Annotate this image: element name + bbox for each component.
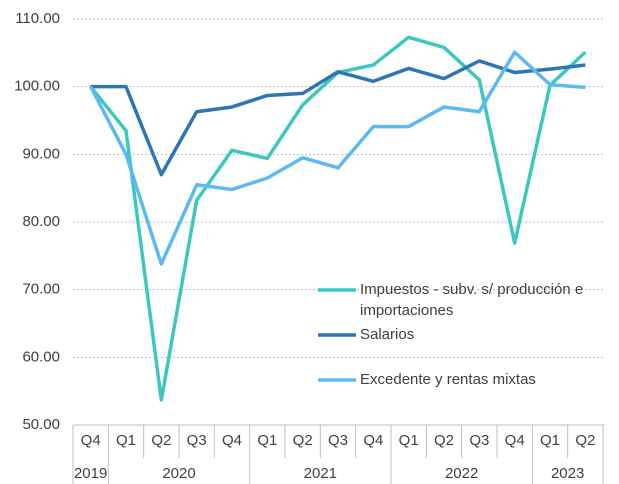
x-tick-label: Q4	[363, 432, 383, 449]
y-tick-label: 100.00	[14, 78, 60, 95]
legend-label: Salarios	[360, 326, 415, 343]
y-tick-label: 50.00	[22, 416, 60, 433]
y-tick-label: 60.00	[22, 348, 60, 365]
series-line	[90, 59, 586, 177]
x-tick-label: Q1	[540, 432, 560, 449]
x-group-label: 2022	[445, 465, 478, 482]
y-tick-label: 90.00	[22, 145, 60, 162]
legend-label: Impuestos - subv. s/ producción e import…	[360, 281, 584, 319]
x-tick-label: Q2	[575, 432, 595, 449]
x-tick-label: Q4	[505, 432, 525, 449]
x-tick-label: Q2	[434, 432, 454, 449]
x-group-label: 2021	[304, 465, 337, 482]
y-tick-label: 70.00	[22, 281, 60, 298]
y-tick-label: 110.00	[15, 10, 60, 27]
x-group-label: 2023	[551, 465, 584, 482]
x-tick-label: Q3	[469, 432, 489, 449]
x-tick-label: Q4	[222, 432, 242, 449]
y-tick-label: 80.00	[22, 213, 60, 230]
x-tick-label: Q2	[293, 432, 313, 449]
series-line	[89, 35, 587, 402]
series-line	[89, 50, 586, 266]
x-tick-label: Q2	[151, 432, 171, 449]
x-tick-label: Q1	[257, 432, 277, 449]
legend-label: Excedente y rentas mixtas	[360, 371, 536, 388]
x-tick-label: Q4	[81, 432, 101, 449]
x-tick-label: Q1	[116, 432, 136, 449]
x-tick-label: Q1	[399, 432, 419, 449]
x-tick-label: Q3	[328, 432, 348, 449]
x-group-label: 2019	[74, 465, 107, 482]
x-group-label: 2020	[162, 465, 195, 482]
x-tick-label: Q3	[187, 432, 207, 449]
